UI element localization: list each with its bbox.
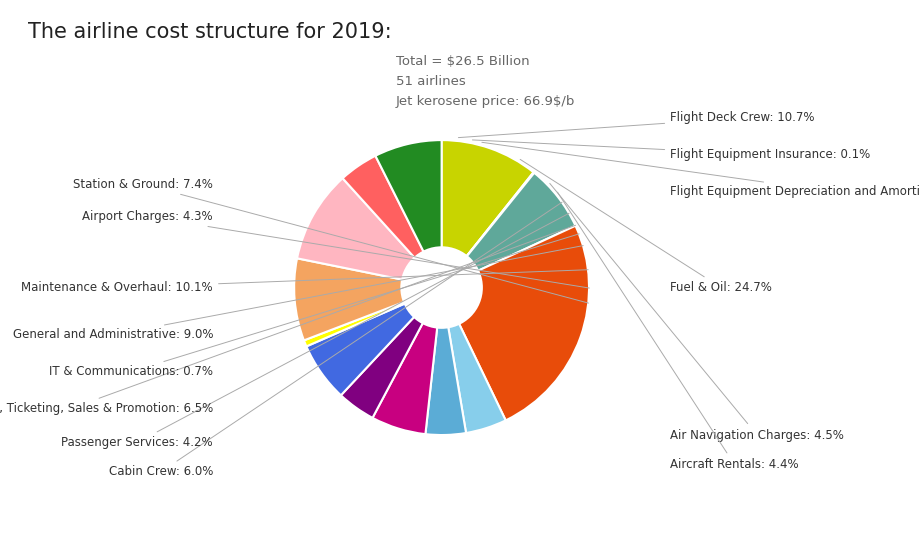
Text: Maintenance & Overhaul: 10.1%: Maintenance & Overhaul: 10.1% <box>21 270 587 294</box>
Text: Airport Charges: 4.3%: Airport Charges: 4.3% <box>83 210 589 288</box>
Wedge shape <box>441 226 588 420</box>
Text: Passenger Services: 4.2%: Passenger Services: 4.2% <box>62 213 569 449</box>
Text: Total = $26.5 Billion
51 airlines
Jet kerosene price: 66.9$/b: Total = $26.5 Billion 51 airlines Jet ke… <box>395 55 574 108</box>
Text: Air Navigation Charges: 4.5%: Air Navigation Charges: 4.5% <box>550 184 843 441</box>
Circle shape <box>400 246 482 329</box>
Wedge shape <box>297 178 441 288</box>
Wedge shape <box>342 156 441 288</box>
Wedge shape <box>441 173 575 288</box>
Wedge shape <box>425 288 466 435</box>
Text: Flight Deck Crew: 10.7%: Flight Deck Crew: 10.7% <box>458 112 814 138</box>
Wedge shape <box>441 288 505 433</box>
Text: Station & Ground: 7.4%: Station & Ground: 7.4% <box>74 178 588 303</box>
Wedge shape <box>306 288 441 395</box>
Wedge shape <box>303 288 441 346</box>
Text: Aircraft Rentals: 4.4%: Aircraft Rentals: 4.4% <box>557 192 798 471</box>
Text: Cabin Crew: 6.0%: Cabin Crew: 6.0% <box>108 202 562 478</box>
Wedge shape <box>441 140 533 288</box>
Text: General and Administrative: 9.0%: General and Administrative: 9.0% <box>13 246 583 341</box>
Text: Flight Equipment Insurance: 0.1%: Flight Equipment Insurance: 0.1% <box>472 140 869 161</box>
Text: Fuel & Oil: 24.7%: Fuel & Oil: 24.7% <box>519 159 771 294</box>
Wedge shape <box>372 288 441 434</box>
Text: IT & Communications: 0.7%: IT & Communications: 0.7% <box>49 234 578 378</box>
Wedge shape <box>294 258 441 341</box>
Wedge shape <box>441 172 534 288</box>
Wedge shape <box>341 288 441 418</box>
Wedge shape <box>375 140 441 288</box>
Text: Flight Equipment Depreciation and Amortization: 7.3%: Flight Equipment Depreciation and Amorti… <box>482 142 919 198</box>
Text: Reservation, Ticketing, Sales & Promotion: 6.5%: Reservation, Ticketing, Sales & Promotio… <box>0 225 575 415</box>
Text: The airline cost structure for 2019:: The airline cost structure for 2019: <box>28 22 391 42</box>
